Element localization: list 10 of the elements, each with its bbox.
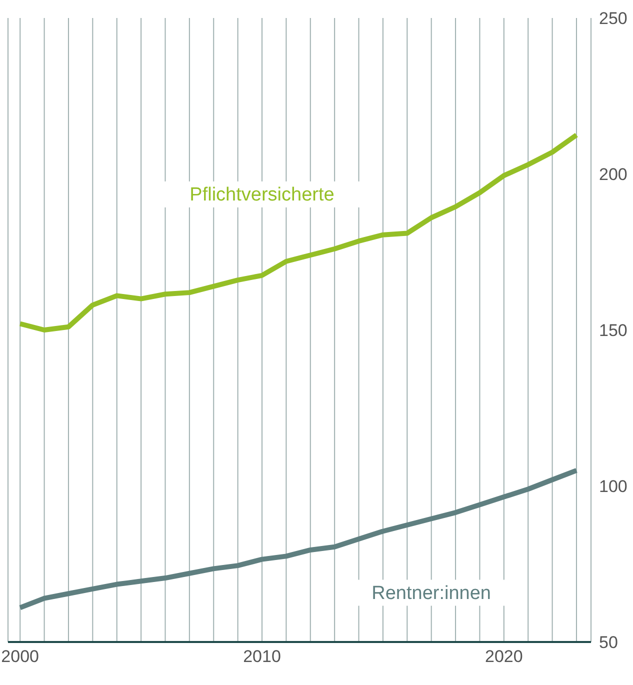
text: Rentner:innen	[372, 582, 492, 604]
y-tick-label: 200	[599, 165, 628, 184]
x-tick-label: 2020	[485, 647, 523, 666]
x-tick-label: 2010	[243, 647, 281, 666]
y-tick-label: 100	[599, 477, 628, 496]
x-tick-label: 2000	[1, 647, 40, 666]
text: Pflichtversicherte	[190, 184, 334, 206]
y-tick-label: 250	[599, 9, 628, 28]
y-tick-label: 150	[599, 321, 628, 340]
y-tick-label: 50	[599, 633, 618, 652]
